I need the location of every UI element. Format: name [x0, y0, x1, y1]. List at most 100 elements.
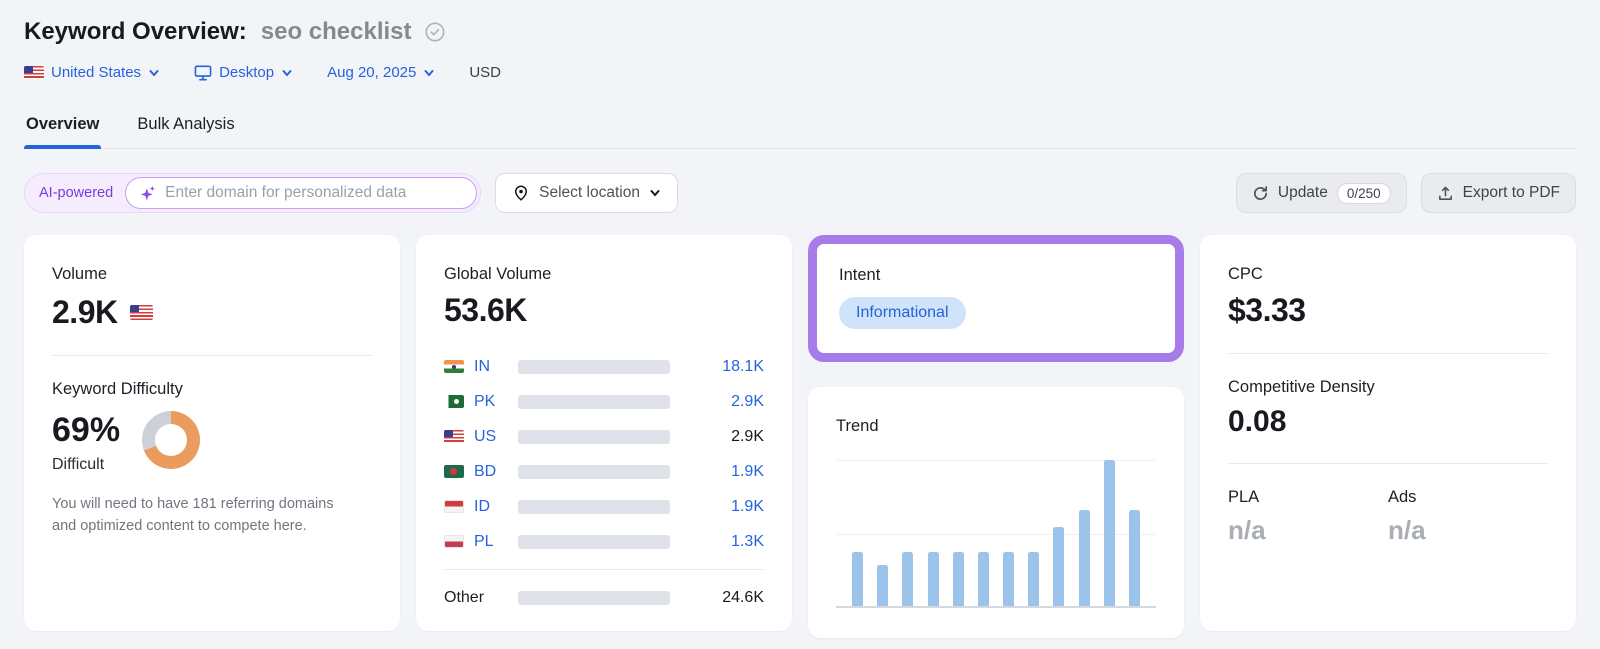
page-title: Keyword Overview:	[24, 18, 247, 45]
refresh-icon	[1253, 185, 1267, 200]
date-filter[interactable]: Aug 20, 2025	[327, 64, 435, 81]
date-filter-label: Aug 20, 2025	[327, 64, 417, 81]
other-volume-value: 24.6K	[722, 588, 764, 606]
country-volume-value[interactable]: 1.9K	[731, 462, 764, 480]
device-filter[interactable]: Desktop	[194, 64, 293, 81]
country-code-link[interactable]: US	[474, 427, 497, 445]
select-location-dropdown[interactable]: Select location	[495, 173, 678, 213]
sparkles-icon	[141, 185, 156, 200]
global-volume-label: Global Volume	[444, 265, 552, 283]
competitive-density-value: 0.08	[1228, 405, 1287, 438]
trend-bar	[1003, 551, 1015, 606]
desktop-monitor-icon	[194, 65, 212, 80]
country-code-link[interactable]: IN	[474, 357, 490, 375]
trend-bar	[1103, 460, 1115, 606]
tab-bar: Overview Bulk Analysis	[24, 107, 1576, 149]
chevron-down-icon	[424, 69, 434, 77]
pk-flag-icon	[444, 395, 464, 408]
intent-badge[interactable]: Informational	[839, 297, 966, 329]
domain-input-wrap	[125, 177, 478, 209]
country-volume-value[interactable]: 1.9K	[731, 497, 764, 515]
other-label: Other	[444, 588, 485, 606]
global-volume-card: Global Volume 53.6K IN 18.1K PK 2.9K	[416, 235, 792, 631]
kd-donut-chart	[142, 411, 201, 469]
gridline	[836, 534, 1156, 535]
keyword-text: seo checklist	[260, 18, 412, 45]
toolbar: AI-powered Select location Update	[24, 173, 1576, 213]
currency-label: USD	[469, 64, 502, 81]
update-button[interactable]: Update 0/250	[1235, 173, 1407, 213]
id-flag-icon	[444, 500, 464, 513]
country-volume-value: 2.9K	[731, 427, 764, 445]
divider	[52, 355, 372, 356]
us-flag-icon	[129, 305, 153, 320]
keyword-overview-page: Keyword Overview: seo checklist United S…	[24, 18, 1576, 638]
trend-bar	[1053, 527, 1065, 606]
export-pdf-label: Export to PDF	[1462, 184, 1560, 201]
pl-flag-icon	[444, 535, 464, 548]
filter-row: United States Desktop Aug 20, 2025 USD	[24, 64, 1576, 81]
tab-bulk-analysis[interactable]: Bulk Analysis	[137, 115, 235, 133]
pla-ads-row: PLA n/a Ads n/a	[1228, 488, 1548, 546]
page-header: Keyword Overview: seo checklist	[24, 18, 1576, 46]
country-code-link[interactable]: PL	[474, 532, 494, 550]
divider	[444, 569, 764, 570]
keyword-difficulty-value: 69%	[52, 411, 121, 449]
table-row: ID 1.9K	[444, 489, 764, 524]
trend-label: Trend	[836, 417, 879, 435]
table-row: IN 18.1K	[444, 349, 764, 384]
keyword-difficulty-label: Keyword Difficulty	[52, 380, 183, 398]
intent-highlight-outline: Intent Informational	[808, 235, 1184, 362]
ai-powered-badge: AI-powered	[39, 185, 114, 201]
trend-bar	[902, 551, 914, 606]
country-volume-value[interactable]: 1.3K	[731, 532, 764, 550]
trend-bar	[877, 565, 889, 606]
trend-bar	[952, 551, 964, 606]
domain-input[interactable]	[165, 184, 463, 202]
chevron-down-icon	[282, 69, 292, 77]
tab-overview[interactable]: Overview	[24, 107, 102, 149]
keyword-difficulty-note: You will need to have 181 referring doma…	[52, 496, 334, 534]
trend-bar	[852, 551, 863, 606]
intent-card: Intent Informational	[817, 244, 1175, 353]
country-volume-value[interactable]: 18.1K	[722, 357, 764, 375]
us-flag-icon	[444, 430, 464, 443]
chevron-down-icon	[650, 190, 660, 197]
table-row: PK 2.9K	[444, 384, 764, 419]
table-row: BD 1.9K	[444, 454, 764, 489]
trend-bar	[1128, 509, 1140, 606]
update-label: Update	[1277, 184, 1328, 201]
country-code-link[interactable]: PK	[474, 392, 496, 410]
country-volume-value[interactable]: 2.9K	[731, 392, 764, 410]
export-pdf-button[interactable]: Export to PDF	[1420, 173, 1576, 213]
trend-card: Trend	[808, 387, 1184, 638]
metrics-cards: Volume 2.9K Keyword Difficulty 69% Diffi…	[24, 235, 1576, 638]
device-filter-label: Desktop	[219, 64, 275, 81]
global-volume-value: 53.6K	[444, 292, 527, 328]
ads-value: n/a	[1388, 515, 1426, 545]
volume-bar	[518, 359, 670, 374]
toolbar-actions: Update 0/250 Export to PDF	[1235, 173, 1576, 213]
divider	[1228, 353, 1548, 354]
volume-bar	[518, 394, 670, 409]
country-filter[interactable]: United States	[24, 64, 160, 81]
intent-label: Intent	[839, 266, 881, 284]
pla-value: n/a	[1228, 515, 1266, 545]
volume-value: 2.9K	[52, 294, 118, 330]
select-location-label: Select location	[539, 184, 640, 201]
trend-bar	[1078, 509, 1090, 606]
location-pin-icon	[515, 185, 528, 201]
chevron-down-icon	[149, 69, 159, 77]
country-code-link[interactable]: ID	[474, 497, 490, 515]
ai-powered-group: AI-powered	[24, 173, 482, 213]
volume-bar	[518, 429, 670, 444]
export-icon	[1438, 186, 1452, 200]
cpc-value: $3.33	[1228, 292, 1306, 328]
check-circle-icon	[424, 22, 445, 42]
country-code-link[interactable]: BD	[474, 462, 497, 480]
trend-bar	[977, 551, 989, 606]
volume-bar	[518, 590, 670, 605]
table-row: PL 1.3K	[444, 524, 764, 559]
gridline	[836, 460, 1156, 461]
trend-bar	[1028, 551, 1040, 606]
